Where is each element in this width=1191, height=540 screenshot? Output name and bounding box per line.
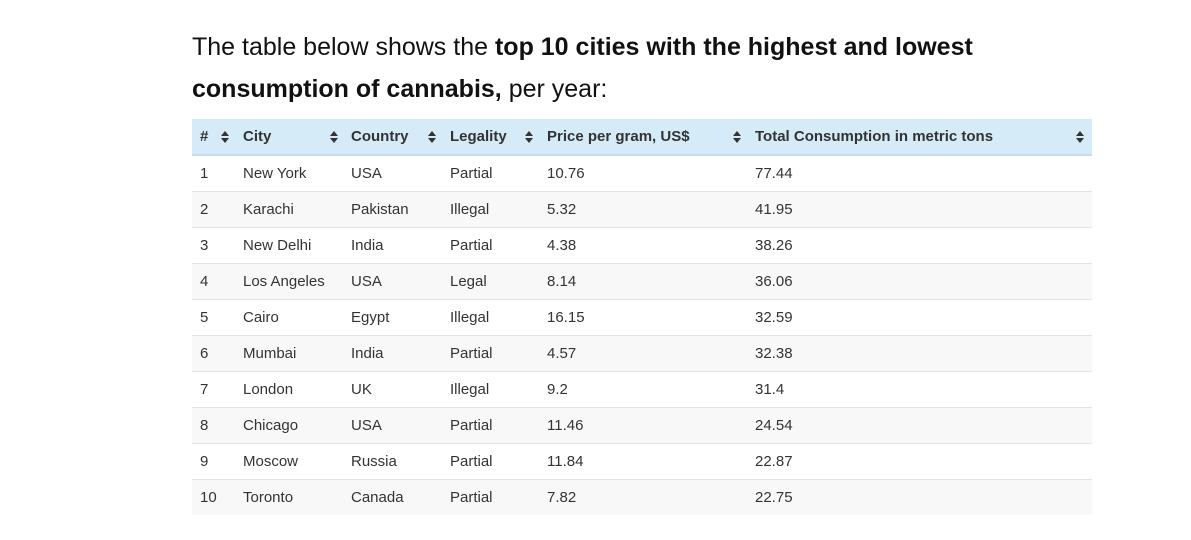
cell-total-consumption: 32.38 — [755, 335, 1092, 372]
cell-legality: Partial — [450, 489, 493, 506]
cell-city: Mumbai — [243, 335, 351, 372]
cell-country: India — [351, 335, 450, 372]
table-row: 3 New Delhi India Partial 4.38 38.26 — [192, 227, 1092, 264]
cell-rank: 2 — [192, 191, 243, 228]
cell-price: 8.14 — [547, 263, 755, 300]
cell-price: 4.38 — [547, 227, 755, 264]
cell-city: New Delhi — [243, 227, 351, 264]
cell-city: Karachi — [243, 191, 351, 228]
cell-city: London — [243, 371, 351, 408]
cell-total-consumption: 32.59 — [755, 299, 1092, 336]
column-header-label: Total Consumption in metric tons — [755, 128, 994, 145]
cell-price: 11.84 — [547, 443, 755, 480]
column-header-price[interactable]: Price per gram, US$ — [547, 119, 755, 156]
intro-text: The table below shows the — [192, 33, 495, 61]
sort-arrows-icon[interactable] — [525, 130, 533, 143]
sort-arrows-icon[interactable] — [428, 130, 436, 143]
column-header-total-consumption[interactable]: Total Consumption in metric tons — [755, 119, 1092, 156]
cell-price: 16.15 — [547, 299, 755, 336]
cell-country: Canada — [351, 489, 404, 506]
column-header-label: Country — [351, 128, 409, 145]
cell-total-consumption: 41.95 — [755, 191, 1092, 228]
column-header-rank[interactable]: # — [192, 119, 243, 156]
cell-price: 11.46 — [547, 407, 755, 444]
cell-country: India — [351, 227, 450, 264]
cell-city: Chicago — [243, 407, 351, 444]
cell-total-consumption: 22.75 — [755, 489, 793, 506]
cell-price: 7.82 — [547, 489, 577, 506]
column-header-label: Legality — [450, 128, 507, 145]
cell-rank: 5 — [192, 299, 243, 336]
cell-city: New York — [243, 155, 351, 192]
cities-table: # City Country Legality Price per gram, … — [192, 119, 1092, 515]
cell-price: 10.76 — [547, 155, 755, 192]
table-row: 9 Moscow Russia Partial 11.84 22.87 — [192, 443, 1092, 480]
cell-price: 4.57 — [547, 335, 755, 372]
cell-rank: 9 — [192, 443, 243, 480]
cell-total-consumption: 24.54 — [755, 407, 1092, 444]
cell-city: Toronto — [243, 489, 294, 506]
table-row: 5 Cairo Egypt Illegal 16.15 32.59 — [192, 299, 1092, 336]
cell-country: USA — [351, 155, 450, 192]
table-row: 10 Toronto Canada Partial 7.82 22.75 — [192, 479, 1092, 515]
cell-legality: Partial — [450, 227, 547, 264]
sort-arrows-icon[interactable] — [330, 130, 338, 143]
cell-country: Egypt — [351, 299, 450, 336]
cell-total-consumption: 36.06 — [755, 263, 1092, 300]
cell-legality: Illegal — [450, 299, 547, 336]
cell-city: Cairo — [243, 299, 351, 336]
cell-legality: Illegal — [450, 371, 547, 408]
table-row: 2 Karachi Pakistan Illegal 5.32 41.95 — [192, 191, 1092, 228]
cell-country: USA — [351, 263, 450, 300]
cell-legality: Illegal — [450, 191, 547, 228]
table-row: 8 Chicago USA Partial 11.46 24.54 — [192, 407, 1092, 444]
table-row: 7 London UK Illegal 9.2 31.4 — [192, 371, 1092, 408]
intro-paragraph: The table below shows the top 10 cities … — [192, 26, 1092, 110]
cell-legality: Partial — [450, 407, 547, 444]
cell-rank: 4 — [192, 263, 243, 300]
cell-city: Los Angeles — [243, 263, 351, 300]
sort-arrows-icon[interactable] — [1076, 130, 1084, 143]
column-header-label: Price per gram, US$ — [547, 128, 690, 145]
cell-price: 9.2 — [547, 371, 755, 408]
table-row: 1 New York USA Partial 10.76 77.44 — [192, 155, 1092, 192]
column-header-label: # — [200, 128, 209, 145]
cell-price: 5.32 — [547, 191, 755, 228]
cell-country: UK — [351, 371, 450, 408]
cell-rank: 3 — [192, 227, 243, 264]
table-header-row: # City Country Legality Price per gram, … — [192, 119, 1092, 156]
cell-rank: 8 — [192, 407, 243, 444]
cell-rank: 1 — [192, 155, 243, 192]
column-header-city[interactable]: City — [243, 119, 351, 156]
table-row: 4 Los Angeles USA Legal 8.14 36.06 — [192, 263, 1092, 300]
sort-arrows-icon[interactable] — [733, 130, 741, 143]
sort-arrows-icon[interactable] — [221, 130, 229, 143]
cell-total-consumption: 38.26 — [755, 227, 1092, 264]
cell-total-consumption: 77.44 — [755, 155, 1092, 192]
cell-rank: 7 — [192, 371, 243, 408]
cell-legality: Partial — [450, 443, 547, 480]
cell-legality: Partial — [450, 335, 547, 372]
cell-rank: 10 — [200, 489, 217, 506]
intro-bold-text: top 10 cities with the highest and lowes… — [192, 33, 973, 103]
cell-country: Pakistan — [351, 191, 450, 228]
table-row: 6 Mumbai India Partial 4.57 32.38 — [192, 335, 1092, 372]
cell-country: Russia — [351, 443, 450, 480]
cell-rank: 6 — [192, 335, 243, 372]
cell-total-consumption: 31.4 — [755, 371, 1092, 408]
column-header-legality[interactable]: Legality — [450, 119, 547, 156]
column-header-country[interactable]: Country — [351, 119, 450, 156]
column-header-label: City — [243, 128, 272, 145]
cell-legality: Legal — [450, 263, 547, 300]
cell-total-consumption: 22.87 — [755, 443, 1092, 480]
intro-suffix-text: per year: — [501, 75, 608, 103]
cell-city: Moscow — [243, 443, 351, 480]
cell-country: USA — [351, 407, 450, 444]
cell-legality: Partial — [450, 155, 547, 192]
